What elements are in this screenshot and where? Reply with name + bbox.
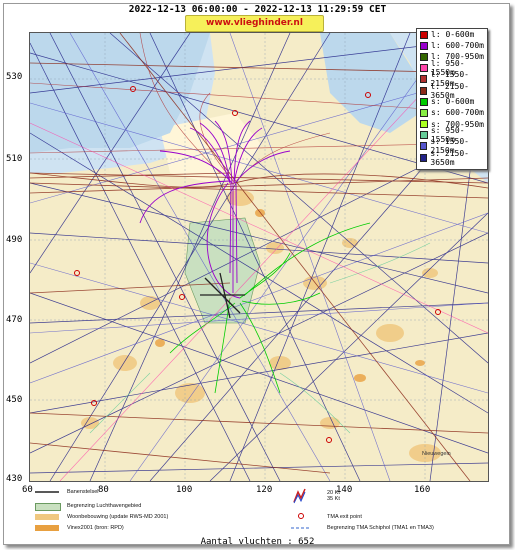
residential-key-icon (35, 514, 59, 520)
legend-entry: s: 600-700m (420, 107, 487, 118)
legend-label: s: 600-700m (431, 108, 484, 118)
legend-swatch (420, 97, 428, 106)
y-tick-430: 430 (6, 474, 23, 484)
flight-count: Aantal vluchten : 652 (200, 537, 315, 547)
x-tick-140: 140 (336, 485, 353, 495)
legend-label: s: 700-950m (431, 119, 484, 129)
key-runways-label: Banenstelsel (67, 489, 99, 495)
legend-entry: s: 950-1550m (420, 126, 487, 144)
y-tick-490: 490 (6, 235, 23, 245)
legend-entry: s: 1550-2150m (420, 137, 487, 155)
y-tick-470: 470 (6, 315, 23, 325)
time-range-title: 2022-12-13 06:00:00 - 2022-12-13 11:29:5… (128, 4, 387, 15)
legend-label: l: 0-600m (431, 30, 475, 40)
airport-area-key-icon (35, 503, 61, 511)
legend-entry: l: 600-700m (420, 40, 487, 51)
legend-swatch (420, 153, 428, 162)
tma-border-icon (291, 527, 311, 529)
legend-label: s: 2150-3650m (430, 148, 469, 167)
x-tick-160: 160 (414, 485, 431, 495)
legend-label: s: 0-600m (431, 97, 475, 107)
altitude-legend: l: 0-600m l: 600-700m l: 700-950m l: 950… (416, 28, 488, 170)
x-tick-120: 120 (256, 485, 273, 495)
legend-label: l: 2150-3650m (430, 81, 469, 100)
tma-exit-label: TMA exit point (327, 514, 362, 520)
legend-entry: s: 2150-3650m (420, 149, 487, 167)
flight-track-map[interactable]: Nieuwegein (29, 32, 489, 482)
x-tick-100: 100 (176, 485, 193, 495)
key-airport-area-label: Begrenzing Luchthavengebied (67, 503, 142, 509)
legend-swatch (420, 131, 428, 140)
map-canvas: Nieuwegein (30, 33, 488, 481)
legend-entry: l: 700-950m (420, 51, 487, 62)
legend-entry: s: 700-950m (420, 119, 487, 130)
nieuwegein-label: Nieuwegein (422, 451, 451, 457)
key-residential-label: Woonbebouwing (update RWS-MD 2001) (67, 514, 169, 520)
x-tick-60: 60 (22, 485, 33, 495)
legend-label: s: 950-1550m (430, 126, 465, 145)
legend-entry: l: 950-1550m (420, 59, 487, 77)
legend-swatch (420, 64, 428, 73)
legend-swatch (420, 52, 428, 61)
legend-entry: l: 0-600m (420, 29, 487, 40)
map-key: Banenstelsel Begrenzing Luchthavengebied… (29, 484, 487, 536)
legend-swatch (420, 120, 428, 129)
legend-entry: l: 2150-3650m (420, 82, 487, 100)
runway-key-icon (35, 491, 59, 493)
legend-swatch (420, 142, 428, 151)
vinex-key-icon (35, 525, 59, 531)
key-vinex-label: Vinex2001 (bron: RPD) (67, 525, 124, 531)
legend-swatch (420, 86, 428, 95)
y-tick-510: 510 (6, 154, 23, 164)
legend-label: l: 700-950m (431, 52, 484, 62)
legend-label: l: 600-700m (431, 41, 484, 51)
legend-entry: l: 1550-2150m (420, 70, 487, 88)
legend-label: s: 1550-2150m (430, 137, 469, 156)
legend-entry: s: 0-600m (420, 96, 487, 107)
y-tick-530: 530 (6, 72, 23, 82)
wind-label-20: 20 Kt (327, 490, 340, 496)
legend-swatch (420, 75, 428, 84)
wind-arrow-icon (293, 488, 306, 504)
legend-swatch (420, 30, 428, 39)
tma-border-label: Begrenzing TMA Schiphol (TMA1 en TMA3) (327, 525, 434, 531)
tma-exit-icon (298, 513, 304, 519)
legend-label: l: 950-1550m (430, 59, 465, 78)
legend-swatch (420, 108, 428, 117)
wind-label-35: 35 Kt (327, 496, 340, 502)
legend-swatch (420, 41, 428, 50)
x-tick-80: 80 (98, 485, 109, 495)
site-badge[interactable]: www.vlieghinder.nl (185, 15, 324, 32)
y-tick-450: 450 (6, 395, 23, 405)
legend-label: l: 1550-2150m (430, 70, 469, 89)
